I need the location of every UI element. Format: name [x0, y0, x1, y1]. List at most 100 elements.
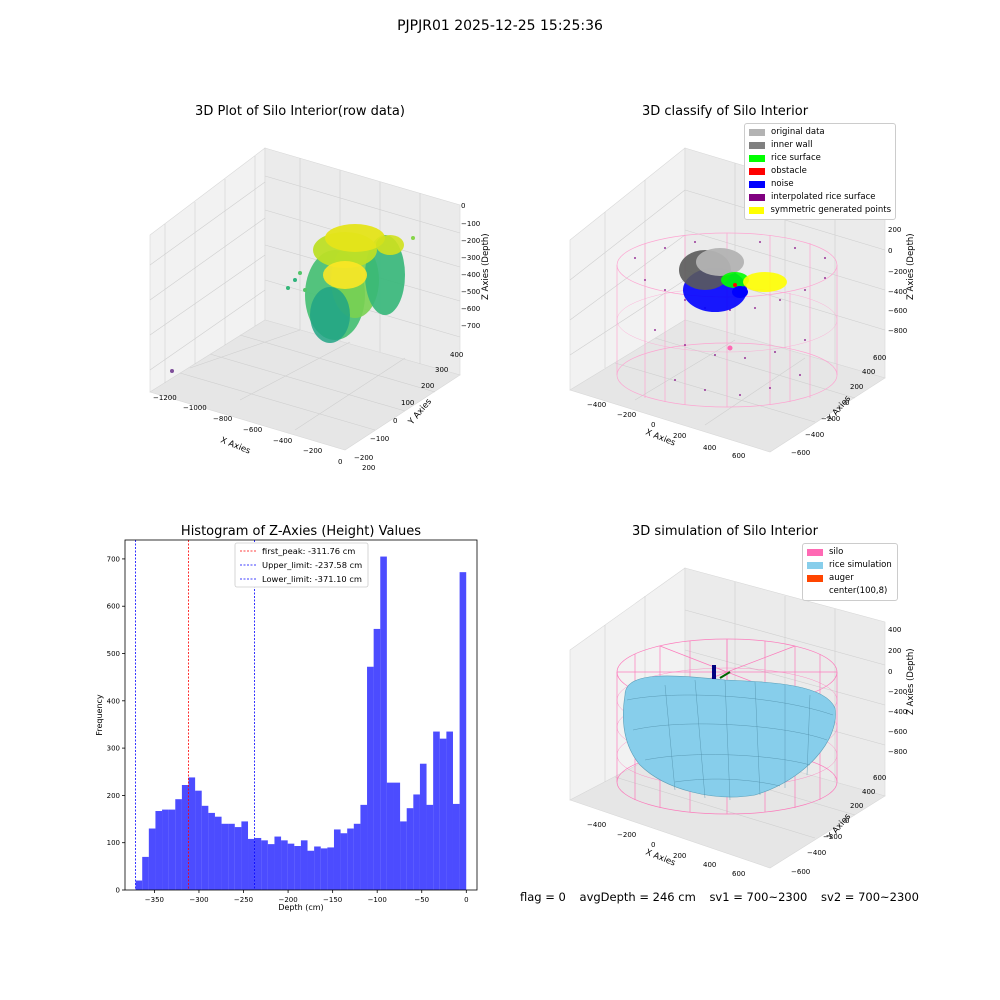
- hist-legend: first_peak: -311.76 cm Upper_limit: -237…: [234, 542, 369, 588]
- x-tick-label: −300: [189, 896, 208, 904]
- x-tick-label: −50: [414, 896, 429, 904]
- legend-swatch: [749, 181, 765, 188]
- legend-label: symmetric generated points: [770, 205, 891, 215]
- legend-swatch: [749, 194, 765, 201]
- figure-title: PJPJR01 2025-12-25 15:25:36: [397, 18, 603, 34]
- histogram-bar: [234, 827, 242, 890]
- histogram-bar: [221, 823, 229, 890]
- histogram-bar: [367, 666, 374, 890]
- p1-xtick: −1000: [183, 404, 207, 412]
- histogram-bar: [314, 846, 321, 890]
- legend-swatch: [807, 549, 823, 556]
- legend-label: obstacle: [771, 166, 807, 176]
- p4-xtick: −200: [617, 831, 636, 839]
- histogram-bar: [287, 843, 295, 890]
- p1-xtick: −800: [213, 415, 232, 423]
- histogram-bar: [360, 804, 368, 890]
- p1-ytick: −200: [354, 454, 373, 462]
- hist-ylabel: Frequency: [95, 694, 104, 736]
- histogram-bar: [353, 823, 361, 890]
- histogram-bar: [135, 880, 143, 890]
- p2-ztick: 0: [888, 247, 892, 255]
- p2-ytick: 400: [862, 368, 875, 376]
- p1-ztick: −300: [461, 254, 480, 262]
- y-tick-label: 500: [107, 650, 120, 658]
- p4-ytick: 0: [845, 817, 849, 825]
- legend-entry: obstacle: [749, 165, 891, 178]
- y-tick-label: 600: [107, 603, 120, 611]
- hist-xlabel: Depth (cm): [278, 903, 323, 912]
- p2-ytick: −400: [805, 431, 824, 439]
- histogram-bar: [294, 846, 301, 890]
- p2-xtick: −200: [617, 411, 636, 419]
- histogram-bar: [300, 840, 308, 890]
- legend-entry: original data: [749, 126, 891, 139]
- p1-ytick: 100: [401, 399, 414, 407]
- histogram-bar: [281, 840, 288, 890]
- classified-cloud: [679, 248, 787, 351]
- legend-swatch: [749, 129, 765, 136]
- legend-label: noise: [771, 179, 794, 189]
- x-tick-label: 0: [464, 896, 468, 904]
- p2-ztick: 200: [888, 226, 901, 234]
- p2-xtick: −400: [587, 401, 606, 409]
- legend-entry: noise: [749, 178, 891, 191]
- p2-ytick: 600: [873, 354, 886, 362]
- legend-swatch: [807, 588, 823, 595]
- legend-label: rice surface: [771, 153, 821, 163]
- histogram-bar: [254, 837, 262, 890]
- p1-xlabel: X Axies: [219, 436, 252, 457]
- histogram-bar: [459, 572, 467, 890]
- panel1-title: 3D Plot of Silo Interior(row data): [195, 104, 405, 119]
- p2-zlabel: Z Axies (Depth): [906, 233, 916, 300]
- p4-xtick: 600: [732, 870, 745, 878]
- avg-depth-text: avgDepth = 246 cm: [579, 890, 696, 904]
- p1-ztick: −700: [461, 322, 480, 330]
- legend-entry: inner wall: [749, 139, 891, 152]
- y-tick-label: 300: [107, 745, 120, 753]
- p4-ztick: −200: [888, 688, 907, 696]
- x-tick-label: −250: [234, 896, 253, 904]
- legend-swatch: [749, 168, 765, 175]
- histogram-bar: [248, 838, 255, 890]
- p2-ytick: −200: [821, 415, 840, 423]
- p1-ztick: −200: [461, 237, 480, 245]
- status-footer: flag = 0 avgDepth = 246 cm sv1 = 700~230…: [520, 890, 929, 904]
- p2-xtick: 400: [703, 444, 716, 452]
- histogram-bar: [274, 836, 282, 890]
- sv1-text: sv1 = 700~2300: [709, 890, 808, 904]
- interpolated-points: [634, 241, 826, 396]
- p1-ztick: −600: [461, 305, 480, 313]
- x-tick-label: −150: [323, 896, 342, 904]
- histogram-bar: [333, 829, 341, 890]
- p1-xtick: 200: [362, 464, 375, 470]
- histogram-bar: [267, 844, 275, 890]
- histogram-bar: [162, 809, 169, 890]
- p2-ytick: 200: [850, 383, 863, 391]
- p4-zlabel: Z Axies (Depth): [906, 648, 916, 715]
- legend-label: inner wall: [771, 140, 813, 150]
- histogram-bar: [201, 805, 209, 890]
- p1-ytick: 0: [393, 417, 397, 425]
- p1-ztick: −400: [461, 271, 480, 279]
- histogram-bar: [400, 821, 407, 890]
- histogram-bar: [228, 823, 235, 890]
- p4-ztick: −600: [888, 728, 907, 736]
- panel1-plot: −1200 −1000 −800 −600 −400 −200 0 200 −2…: [149, 147, 491, 470]
- histogram-bar: [188, 777, 196, 890]
- p2-ytick: −600: [791, 449, 810, 457]
- histogram-bar: [320, 848, 328, 890]
- p1-ytick: 400: [450, 351, 463, 359]
- histogram-bar: [155, 811, 163, 890]
- histogram-bar: [433, 731, 440, 890]
- x-tick-label: −350: [145, 896, 164, 904]
- panel4-legend: silo rice simulation auger center(100,8): [802, 543, 898, 601]
- p2-ztick: −800: [888, 327, 907, 335]
- panel2-title: 3D classify of Silo Interior: [641, 104, 809, 119]
- p4-ytick: 400: [862, 788, 875, 796]
- p1-ytick: 200: [421, 382, 434, 390]
- histogram-bar: [373, 628, 381, 890]
- histogram-bar: [261, 840, 268, 890]
- histogram-bar: [181, 785, 189, 890]
- p2-ztick: −600: [888, 307, 907, 315]
